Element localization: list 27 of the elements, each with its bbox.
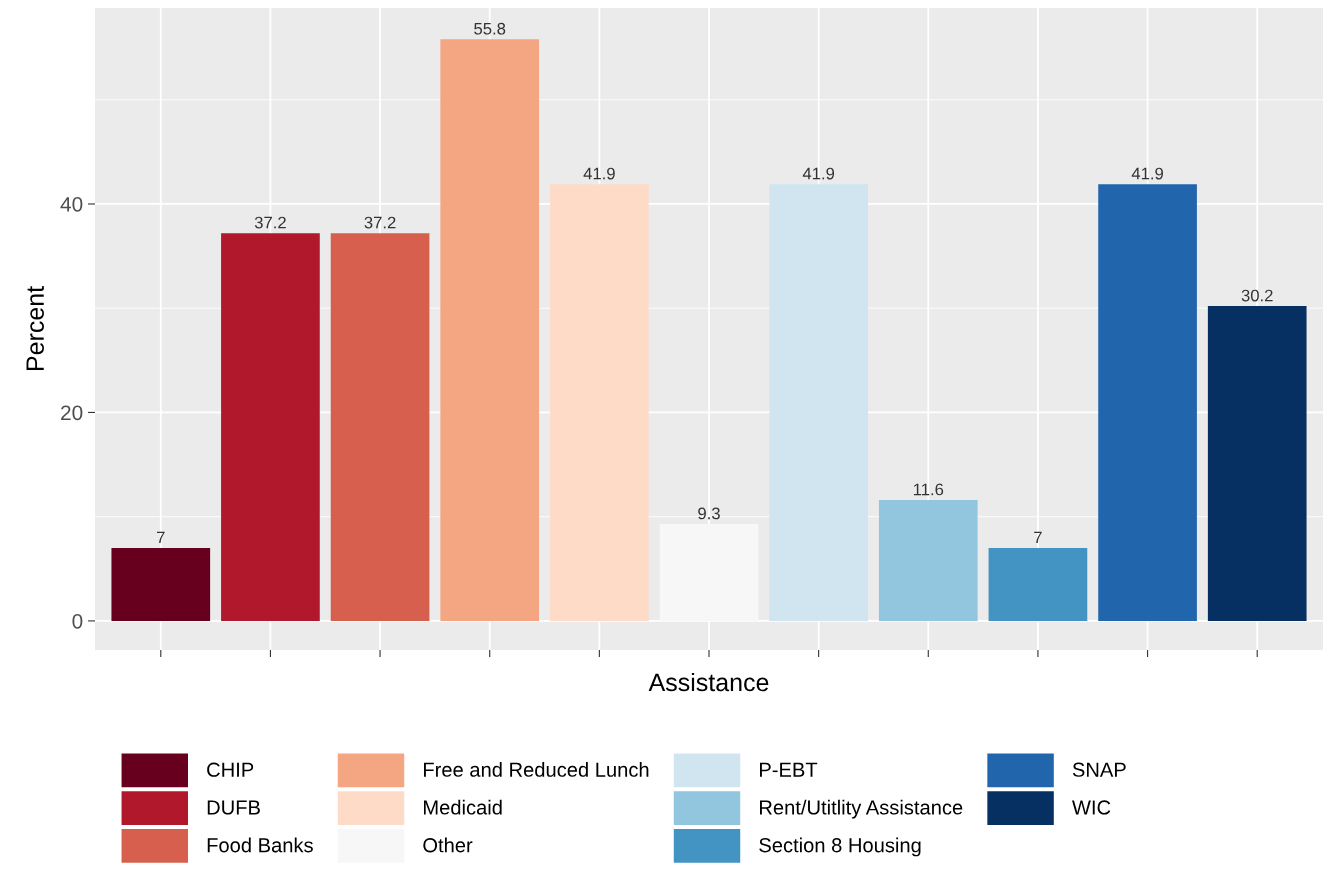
data-label: 30.2 <box>1241 289 1273 302</box>
legend-label: P-EBT <box>760 762 818 777</box>
data-label: 7 <box>1034 531 1042 544</box>
legend-label: SNAP <box>1072 762 1126 777</box>
data-label: 37.2 <box>364 216 396 229</box>
legend-label: Free and Reduced Lunch <box>424 762 649 777</box>
legend-label: Medicaid <box>424 799 502 815</box>
data-label: 9.3 <box>698 507 720 520</box>
legend-label: DUFB <box>207 800 260 815</box>
legend-label: WIC <box>1072 800 1111 815</box>
legend-label: Other <box>423 837 473 853</box>
data-label: 41.9 <box>583 167 615 180</box>
data-label: 37.2 <box>254 216 286 229</box>
data-label: 7 <box>157 531 165 544</box>
y-tick-label: 0 <box>72 613 83 629</box>
legend-label: Food Banks <box>207 837 313 853</box>
y-axis-title: Percent <box>26 286 44 371</box>
data-label: 41.9 <box>1131 167 1163 180</box>
legend-label: CHIP <box>207 762 254 777</box>
y-tick-label: 40 <box>60 196 83 212</box>
legend-label: Rent/Utitlity Assistance <box>760 799 963 819</box>
x-axis-title: Assistance <box>648 672 769 692</box>
data-label: 55.8 <box>474 22 506 35</box>
data-label: 11.6 <box>913 483 944 496</box>
y-tick-label: 20 <box>61 405 83 421</box>
data-label: 41.9 <box>802 167 835 180</box>
legend-label: Section 8 Housing <box>759 837 921 857</box>
